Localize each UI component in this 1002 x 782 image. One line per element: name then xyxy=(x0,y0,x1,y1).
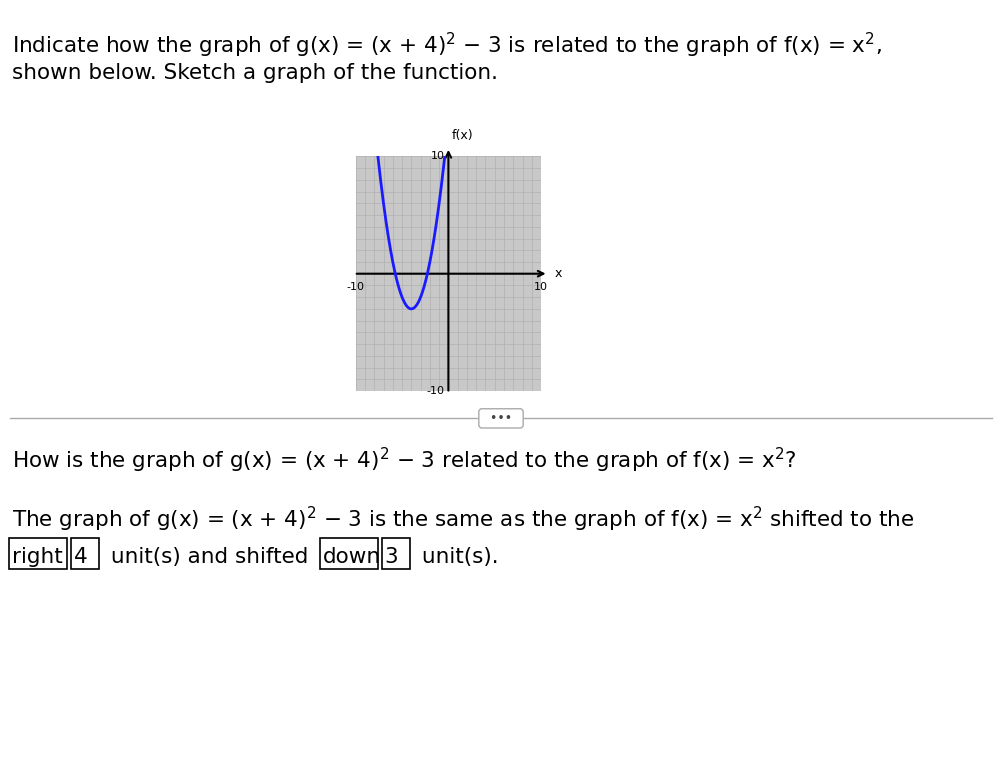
Text: 3: 3 xyxy=(385,547,399,567)
Text: x: x xyxy=(555,267,562,280)
Text: unit(s).: unit(s). xyxy=(415,547,498,567)
Text: right: right xyxy=(12,547,63,567)
Text: The graph of g(x) = (x + 4)$^2$ $-$ 3 is the same as the graph of f(x) = x$^2$ s: The graph of g(x) = (x + 4)$^2$ $-$ 3 is… xyxy=(12,504,914,533)
Text: 10: 10 xyxy=(431,152,445,161)
Text: f(x): f(x) xyxy=(452,129,474,142)
Text: 10: 10 xyxy=(534,282,548,292)
Text: •••: ••• xyxy=(482,412,520,425)
Text: unit(s) and shifted: unit(s) and shifted xyxy=(104,547,316,567)
Text: -10: -10 xyxy=(427,386,445,396)
Text: 4: 4 xyxy=(74,547,88,567)
Text: Indicate how the graph of g(x) = (x + 4)$^2$ $-$ 3 is related to the graph of f(: Indicate how the graph of g(x) = (x + 4)… xyxy=(12,31,882,60)
Text: shown below. Sketch a graph of the function.: shown below. Sketch a graph of the funct… xyxy=(12,63,498,83)
Text: -10: -10 xyxy=(347,282,365,292)
Text: down: down xyxy=(323,547,381,567)
Text: How is the graph of g(x) = (x + 4)$^2$ $-$ 3 related to the graph of f(x) = x$^2: How is the graph of g(x) = (x + 4)$^2$ $… xyxy=(12,446,797,475)
